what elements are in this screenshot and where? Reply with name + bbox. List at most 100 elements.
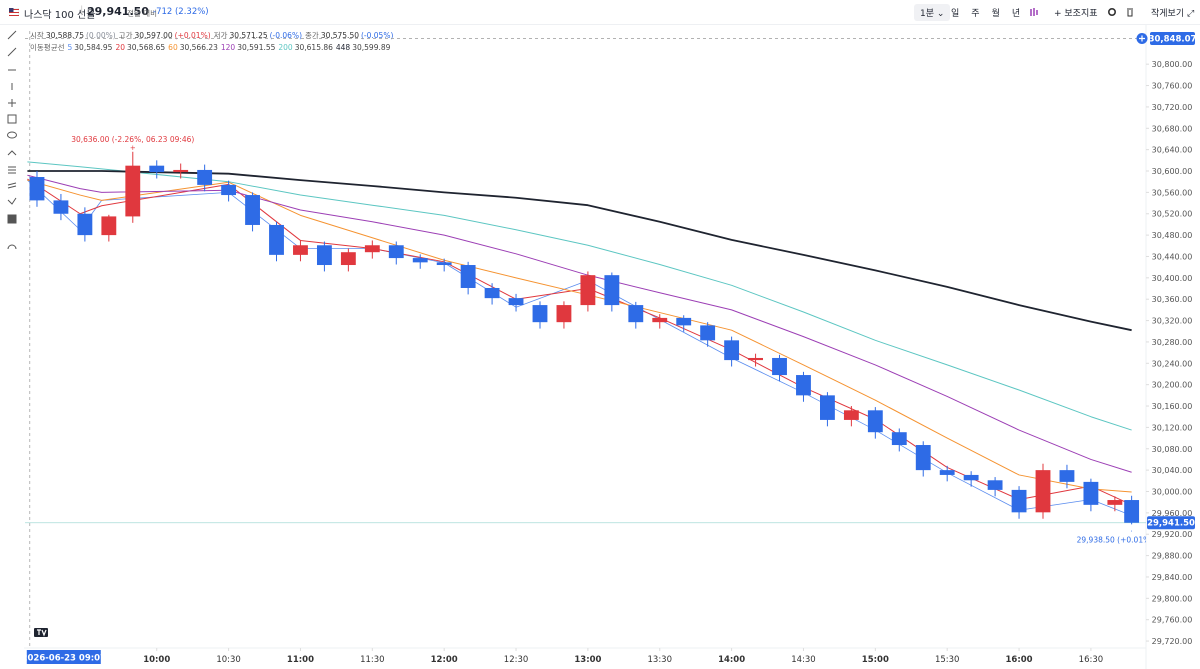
current-price-label: 29,941.50: [1147, 519, 1195, 529]
candle-body: [1083, 481, 1099, 505]
delete-icon[interactable]: [1125, 7, 1135, 17]
ma-period: 5: [67, 43, 73, 52]
candle-body: [221, 184, 237, 196]
settings-icon[interactable]: [1107, 7, 1117, 17]
ohlc-label: 시작: [30, 31, 44, 40]
ma-period: 60: [168, 43, 178, 52]
candle-body: [460, 265, 476, 288]
candle-body: [53, 200, 69, 214]
ma-line: [27, 179, 1132, 516]
tool-ray[interactable]: [7, 47, 17, 57]
y-tick-label: 29,720.00: [1152, 637, 1193, 646]
tool-line[interactable]: [7, 30, 17, 40]
candle-body: [1107, 500, 1123, 505]
x-tick-label: 15:30: [935, 655, 960, 665]
view-label: 작게보기: [1151, 9, 1185, 19]
candle-body: [340, 252, 356, 266]
ma-value: 30,566.23: [179, 43, 218, 52]
ma-line: [27, 178, 1132, 506]
interval-button[interactable]: 1분 ⌄: [914, 4, 951, 21]
x-tick-label: 13:30: [648, 655, 673, 665]
tool-note[interactable]: [7, 214, 17, 224]
crosshair-price-label-box: [1150, 32, 1195, 46]
candle-body: [149, 165, 165, 173]
tool-channel[interactable]: [7, 182, 17, 189]
candle-body: [197, 169, 213, 185]
y-tick-label: 30,520.00: [1152, 210, 1193, 219]
tool-rect[interactable]: [7, 114, 17, 124]
candle-body: [245, 195, 260, 225]
y-tick-label: 30,680.00: [1152, 124, 1193, 133]
tool-fib[interactable]: [7, 150, 17, 156]
ma-period: 200: [278, 43, 293, 52]
candle-body: [1124, 500, 1140, 523]
indicators-button[interactable]: + 보조지표: [1054, 9, 1098, 19]
x-tick-label: 13:00: [574, 655, 601, 665]
y-tick-label: 30,080.00: [1152, 445, 1193, 454]
ohlc-change: (-0.06%): [269, 31, 302, 40]
y-tick-label: 30,640.00: [1152, 146, 1193, 155]
x-tick-label: 11:00: [287, 655, 314, 665]
period-button[interactable]: 년: [1011, 9, 1021, 19]
change-caption: 전일 대비: [127, 9, 157, 18]
ohlc-value: 30,597.00: [134, 31, 173, 40]
drawing-toolbar: [7, 30, 17, 250]
candle-body: [963, 474, 979, 481]
header-change: -712 (2.32%): [153, 7, 209, 17]
y-tick-label: 30,000.00: [1152, 487, 1193, 496]
ohlc-change: (0.00%): [85, 31, 116, 40]
x-tick-label: 12:00: [431, 655, 458, 665]
y-tick-label: 30,560.00: [1152, 188, 1193, 197]
crosshair-price-label: 30,848.07: [1149, 35, 1197, 45]
y-tick-label: 30,440.00: [1152, 252, 1193, 261]
period-button[interactable]: 일: [951, 9, 960, 19]
chart-type-icon[interactable]: [1029, 7, 1039, 17]
candle-body: [987, 480, 1003, 490]
ohlc-label: 종가: [305, 31, 319, 40]
y-tick-label: 29,840.00: [1152, 573, 1193, 582]
y-tick-label: 29,960.00: [1152, 509, 1193, 518]
period-button[interactable]: 월: [991, 9, 1000, 19]
tool-ellipse[interactable]: [7, 131, 17, 139]
y-tick-label: 30,800.00: [1152, 60, 1193, 69]
y-tick-label: 30,360.00: [1152, 295, 1193, 304]
y-tick-label: 29,760.00: [1152, 616, 1193, 625]
candle-body: [532, 305, 548, 323]
candle-body: [388, 245, 404, 259]
candle-body: [748, 357, 763, 361]
x-tick-label: 14:00: [718, 655, 745, 665]
candle-body: [556, 305, 572, 323]
ma-period: 448: [335, 43, 351, 52]
current-price-label-box: [1147, 516, 1195, 530]
y-tick-label: 29,920.00: [1152, 530, 1193, 539]
candle-body: [1059, 470, 1075, 482]
candle-body: [293, 245, 308, 255]
tool-magnet[interactable]: [7, 244, 17, 250]
tool-cross[interactable]: [8, 99, 16, 107]
ohlc-label: 고가: [118, 31, 133, 40]
ma-line: [27, 161, 1132, 431]
view-button[interactable]: 작게보기 ⤢: [1151, 9, 1195, 19]
candle-body: [580, 275, 596, 306]
y-tick-label: 30,400.00: [1152, 274, 1193, 283]
candle-body: [316, 245, 332, 266]
y-tick-label: 29,880.00: [1152, 552, 1193, 561]
y-tick-label: 29,800.00: [1152, 594, 1193, 603]
ma-value: 30,591.55: [237, 43, 276, 52]
instrument-name: 나스닥 100 선물: [24, 10, 96, 21]
y-tick-label: 30,040.00: [1152, 466, 1193, 475]
ma-line: [27, 179, 1132, 493]
ma-line: [27, 170, 1132, 332]
ohlc-value: 30,588.75: [45, 31, 84, 40]
period-button[interactable]: 주: [971, 9, 980, 19]
candle-body: [939, 470, 955, 475]
ohlc-label: 저가: [213, 31, 228, 40]
candle-body: [796, 375, 811, 396]
candle-body: [891, 432, 907, 446]
tool-lines[interactable]: [8, 166, 16, 174]
header-price: 29,941.50: [87, 5, 149, 18]
flag-icon: [9, 8, 19, 16]
tool-measure[interactable]: [7, 197, 17, 205]
candle-body: [101, 216, 117, 236]
